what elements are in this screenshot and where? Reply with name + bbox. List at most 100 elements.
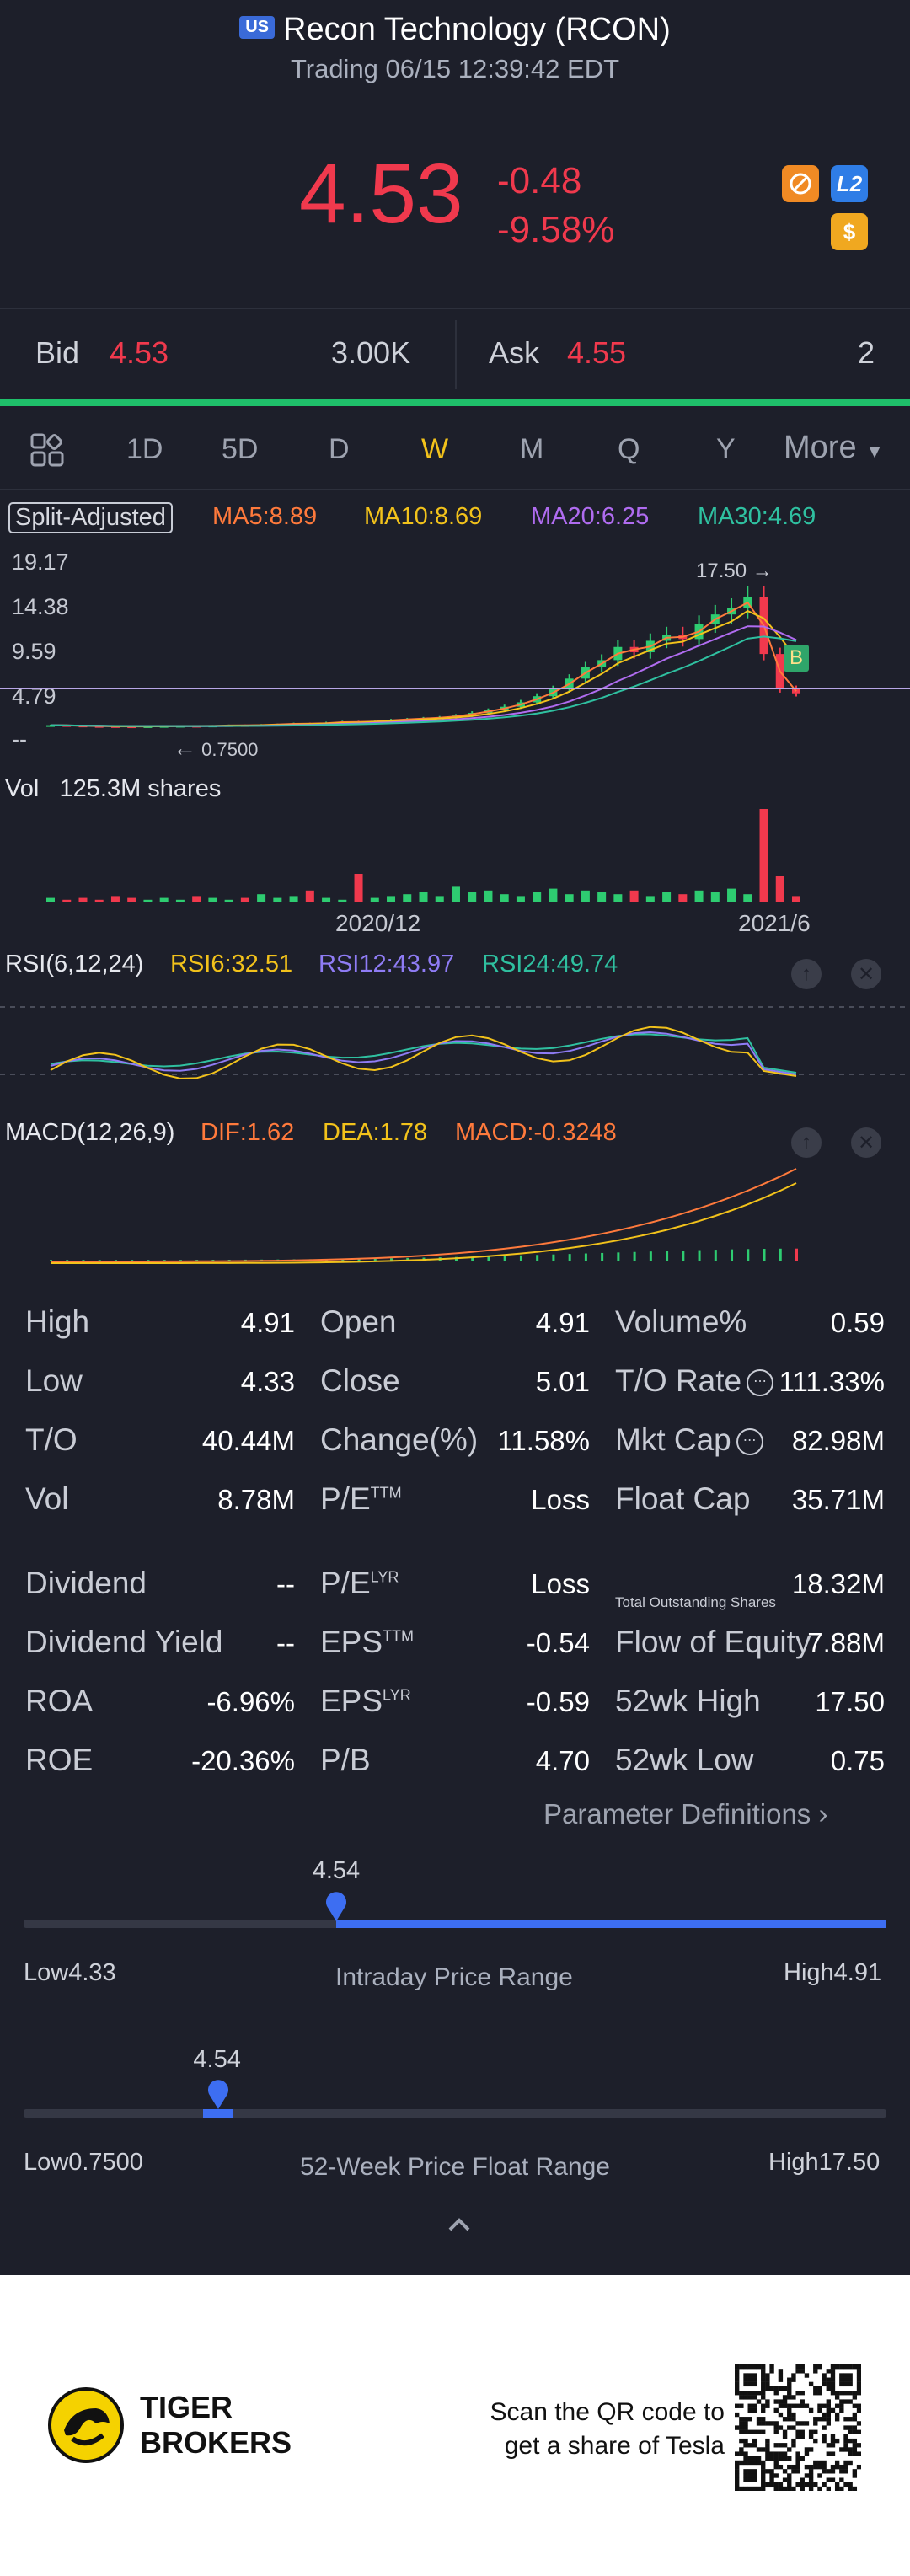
- qr-module: [778, 2464, 784, 2470]
- stat-label: 52wk Low: [615, 1743, 754, 1778]
- qr-module: [765, 2386, 770, 2391]
- bid-label: Bid: [35, 335, 80, 370]
- intraday-current: 4.54: [312, 1857, 361, 1884]
- qr-module: [813, 2391, 818, 2396]
- qr-module: [856, 2464, 861, 2470]
- tab-m[interactable]: M: [520, 433, 544, 465]
- qr-module: [739, 2403, 744, 2408]
- qr-module: [839, 2381, 844, 2387]
- qr-code[interactable]: [735, 2364, 861, 2491]
- tab-more[interactable]: More ▼: [784, 430, 884, 466]
- info-icon[interactable]: ⋯: [736, 1428, 763, 1456]
- stat-label-text: High: [25, 1304, 90, 1339]
- qr-module: [852, 2395, 858, 2400]
- stat-value: 4.91: [240, 1307, 295, 1338]
- qr-module: [778, 2399, 784, 2404]
- macd-bar: [747, 1249, 750, 1261]
- pin-icon[interactable]: ↑: [791, 959, 822, 989]
- qr-module: [756, 2399, 762, 2404]
- qr-module: [774, 2456, 779, 2461]
- qr-module: [817, 2473, 822, 2478]
- tiger-logo-icon: [48, 2387, 124, 2463]
- split-adjusted-chip[interactable]: Split-Adjusted: [8, 502, 173, 533]
- stock-name: Recon Technology (RCON): [283, 12, 671, 47]
- stat-label: Volume%: [615, 1304, 747, 1340]
- qr-module: [756, 2460, 762, 2466]
- stat-label: Vol: [25, 1481, 68, 1517]
- qr-module: [756, 2417, 762, 2422]
- qr-module: [761, 2460, 766, 2466]
- qr-module: [826, 2399, 831, 2404]
- qr-module: [804, 2373, 810, 2378]
- tab-d[interactable]: D: [329, 433, 350, 465]
- qr-module: [852, 2486, 858, 2491]
- pin-icon[interactable]: ↑: [791, 1127, 822, 1158]
- qr-module: [830, 2469, 836, 2474]
- stat-label-superscript: LYR: [370, 1568, 399, 1586]
- qr-module: [787, 2391, 792, 2396]
- qr-module: [782, 2395, 788, 2400]
- tab-5d[interactable]: 5D: [222, 433, 259, 465]
- info-icon[interactable]: ⋯: [747, 1369, 774, 1397]
- level2-icon[interactable]: L2: [831, 165, 868, 202]
- qr-module: [826, 2417, 831, 2422]
- qr-module: [769, 2369, 774, 2374]
- qr-module: [761, 2486, 766, 2491]
- qr-module: [856, 2443, 861, 2448]
- close-icon[interactable]: ✕: [851, 1127, 881, 1158]
- volume-bar: [613, 894, 623, 902]
- close-icon[interactable]: ✕: [851, 959, 881, 989]
- week52-range-label: 52-Week Price Float Range: [300, 2153, 610, 2181]
- week52-range-track: [24, 2109, 886, 2118]
- parameter-definitions-link[interactable]: Parameter Definitions ›: [543, 1798, 827, 1830]
- qr-module: [739, 2451, 744, 2456]
- bid-ask-bar: [0, 308, 910, 402]
- stat-value: 82.98M: [791, 1425, 885, 1456]
- qr-module: [795, 2403, 800, 2408]
- qr-module: [761, 2403, 766, 2408]
- tab-1d[interactable]: 1D: [126, 433, 163, 465]
- qr-module: [756, 2456, 762, 2461]
- tab-q[interactable]: Q: [618, 433, 640, 465]
- qr-module: [765, 2421, 770, 2426]
- qr-module: [765, 2469, 770, 2474]
- qr-module: [739, 2486, 744, 2491]
- qr-module: [795, 2391, 800, 2396]
- volume-title: Vol 125.3M shares: [5, 775, 221, 803]
- header: US Recon Technology (RCON) Trading 06/15 …: [0, 0, 910, 93]
- macd-bar: [536, 1255, 539, 1261]
- qr-module: [787, 2407, 792, 2413]
- qr-module: [752, 2364, 757, 2370]
- qr-module: [782, 2403, 788, 2408]
- volume-bar: [305, 890, 314, 902]
- price-change-percent: -9.58%: [497, 209, 615, 250]
- qr-module: [839, 2364, 844, 2370]
- stat-label: Float Cap: [615, 1481, 750, 1517]
- tab-w[interactable]: W: [421, 433, 449, 465]
- qr-module: [743, 2451, 748, 2456]
- macd-chart: [50, 1168, 798, 1264]
- qr-module: [822, 2373, 827, 2378]
- volume-bar: [727, 888, 736, 902]
- qr-module: [852, 2417, 858, 2422]
- stat-label-text: Low: [25, 1363, 83, 1398]
- qr-module: [795, 2429, 800, 2434]
- extended-hours-icon[interactable]: [782, 165, 819, 202]
- layout-grid-icon[interactable]: [30, 433, 64, 467]
- dollar-icon[interactable]: $: [831, 213, 868, 250]
- brand-line1: TIGER: [140, 2390, 233, 2424]
- qr-module: [735, 2381, 740, 2387]
- tab-y[interactable]: Y: [716, 433, 736, 465]
- stat-label-text: Volume%: [615, 1304, 747, 1339]
- qr-module: [800, 2399, 805, 2404]
- macd-title: MACD(12,26,9): [5, 1119, 175, 1146]
- qr-module: [735, 2386, 740, 2391]
- stat-value: 7.88M: [807, 1627, 885, 1658]
- bid-ask-divider: [455, 320, 457, 389]
- candlestick-chart[interactable]: [0, 539, 910, 767]
- buy-marker[interactable]: B: [784, 645, 809, 672]
- qr-module: [795, 2469, 800, 2474]
- collapse-chevron-icon[interactable]: [447, 2216, 472, 2237]
- qr-module: [800, 2434, 805, 2439]
- chevron-right-icon: ›: [818, 1798, 828, 1829]
